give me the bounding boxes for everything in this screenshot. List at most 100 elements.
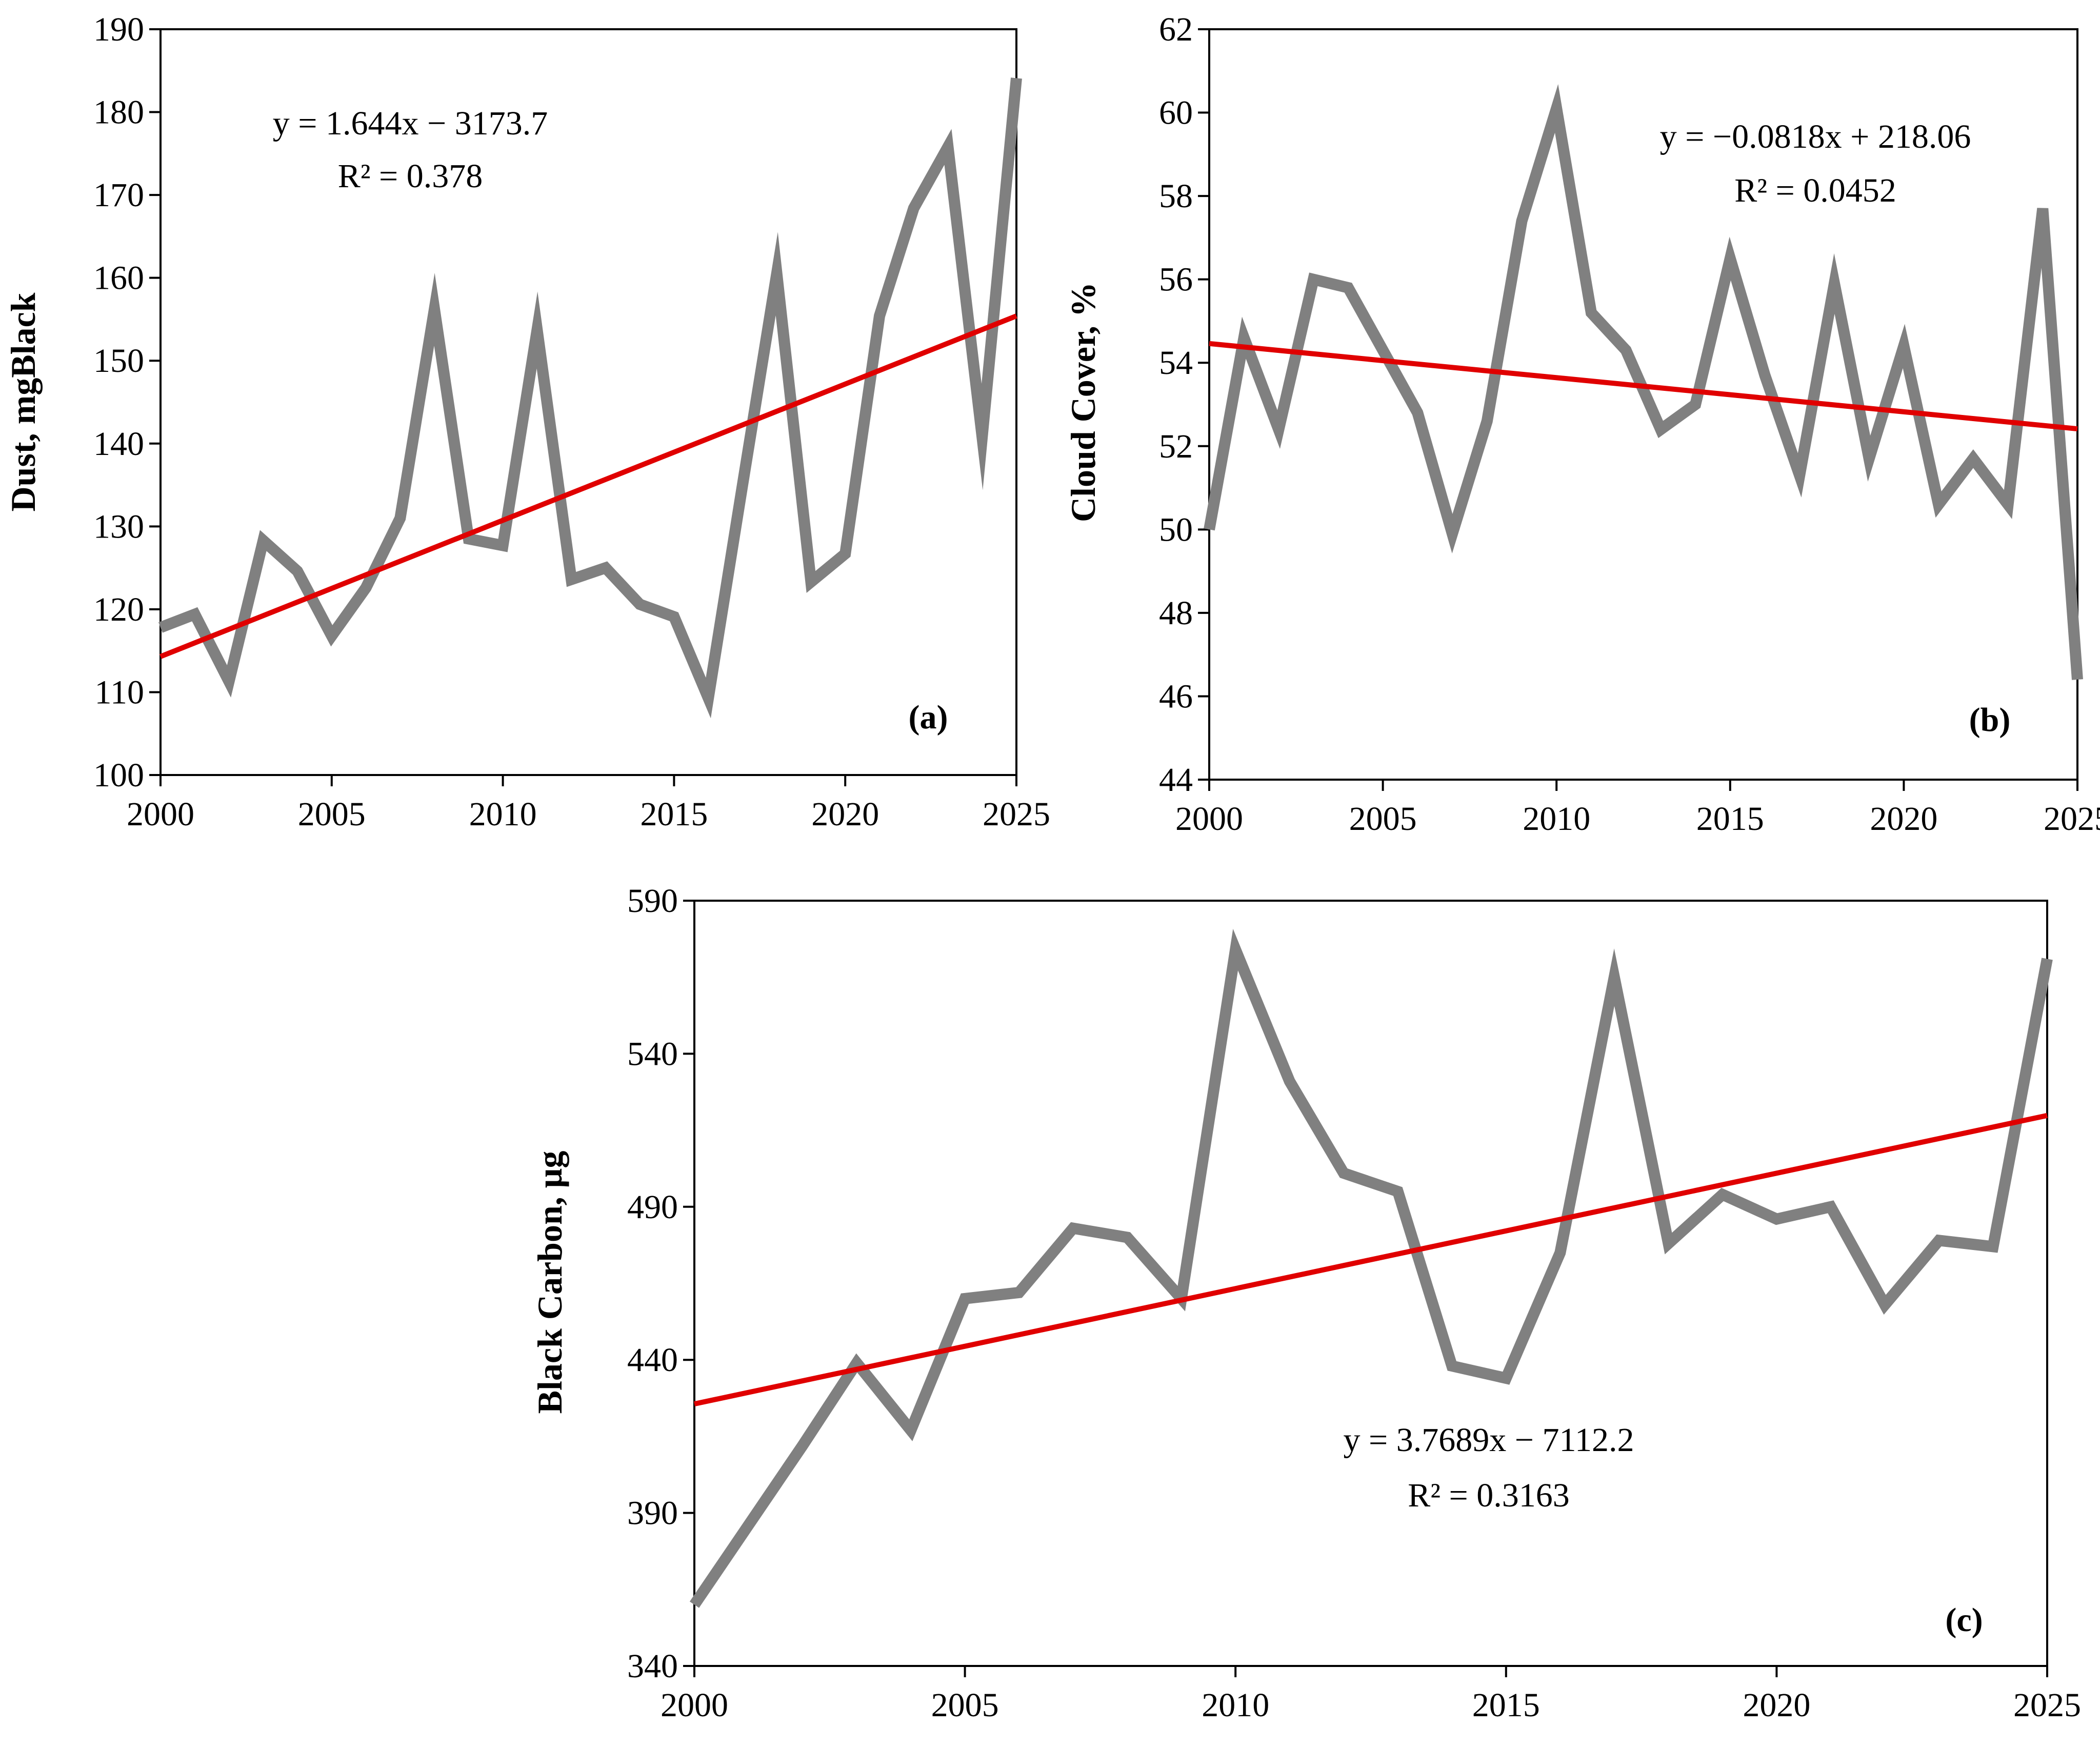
x-tick-label: 2025 — [983, 796, 1050, 833]
data-series-line — [1204, 84, 2083, 680]
y-tick-label: 56 — [1159, 261, 1193, 299]
y-axis-title: Dust, mgBlack — [4, 292, 43, 511]
data-point — [747, 1523, 750, 1526]
y-axis-title: Cloud Cover, % — [1064, 282, 1103, 522]
x-tick-label: 2010 — [1523, 800, 1590, 838]
data-point — [1342, 1172, 1345, 1175]
data-point — [1450, 1364, 1453, 1367]
chart-panel-0: 100 110 120 130 140 150 160 170 180 190 2000 2005 20… — [4, 11, 1050, 833]
x-tick-label: 2020 — [1743, 1686, 1810, 1724]
x-tick-label: 2010 — [469, 796, 537, 833]
chart-panel-1: 44 46 48 50 52 54 56 58 60 62 2000 2005 2010 2015 2020… — [1064, 11, 2100, 838]
data-point — [1382, 349, 1385, 352]
data-point — [604, 566, 607, 569]
data-point — [1937, 503, 1940, 506]
r-squared-label: R² = 0.0452 — [1734, 172, 1896, 209]
plot-frame — [693, 900, 2048, 1667]
data-point — [1072, 1227, 1075, 1230]
data-point — [1017, 1291, 1021, 1294]
data-point — [467, 538, 470, 541]
data-point — [741, 484, 744, 487]
data-point — [855, 1361, 858, 1364]
data-point — [570, 578, 573, 581]
trendline — [159, 313, 1017, 659]
data-series-line — [689, 928, 2053, 1608]
x-tick-label: 2005 — [1349, 800, 1417, 838]
data-point — [2046, 957, 2049, 960]
data-point — [707, 697, 710, 700]
y-tick-label: 540 — [627, 1035, 678, 1073]
data-point — [946, 145, 949, 148]
x-tick-label: 2015 — [640, 796, 708, 833]
data-point — [398, 517, 402, 520]
data-point — [1558, 1251, 1562, 1254]
data-point — [912, 207, 915, 210]
y-tick-label: 58 — [1159, 177, 1193, 215]
data-point — [809, 581, 812, 584]
data-point — [1208, 528, 1211, 531]
data-point — [1416, 411, 1419, 414]
y-tick-label: 590 — [627, 882, 678, 920]
data-point — [433, 308, 436, 311]
y-axis-title: Black Carbon, μg — [530, 1151, 569, 1414]
data-point — [193, 613, 196, 616]
data-point — [1486, 420, 1489, 423]
data-point — [638, 603, 642, 606]
y-tick-label: 180 — [93, 94, 144, 131]
r-squared-label: R² = 0.3163 — [1408, 1477, 1570, 1514]
data-point — [801, 1444, 804, 1447]
data-point — [330, 634, 333, 638]
data-series-line — [158, 77, 1022, 719]
data-point — [1659, 428, 1662, 431]
data-point — [1868, 457, 1871, 460]
data-point — [1667, 1242, 1670, 1245]
y-tick-label: 44 — [1159, 761, 1193, 799]
data-point — [1288, 1080, 1291, 1083]
data-point — [1798, 474, 1801, 477]
x-tick-label: 2005 — [931, 1686, 999, 1724]
x-tick-label: 2000 — [127, 796, 194, 833]
chart-panel-2: 340 390 440 490 540 590 2000 2005 2010 2015 2020 20… — [530, 882, 2081, 1724]
data-point — [878, 314, 881, 317]
data-point — [1764, 374, 1767, 377]
y-tick-label: 110 — [94, 673, 144, 711]
data-point — [1277, 428, 1280, 431]
data-point — [1396, 1190, 1399, 1193]
data-point — [981, 435, 984, 439]
y-tick-label: 340 — [627, 1647, 678, 1685]
x-tick-label: 2000 — [661, 1686, 728, 1724]
trendline-equation: y = 1.644x − 3173.7 — [273, 105, 548, 142]
x-tick-label: 2005 — [298, 796, 366, 833]
data-point — [672, 615, 675, 618]
x-tick-label: 2025 — [2044, 800, 2100, 838]
data-point — [1991, 1245, 1994, 1248]
y-tick-label: 170 — [93, 176, 144, 214]
data-point — [693, 1603, 696, 1606]
data-point — [2041, 207, 2044, 210]
y-tick-label: 100 — [93, 757, 144, 794]
x-tick-label: 2015 — [1472, 1686, 1540, 1724]
data-point — [1312, 278, 1315, 281]
y-tick-label: 190 — [93, 11, 144, 48]
data-point — [535, 328, 538, 331]
data-point — [1234, 948, 1237, 951]
data-point — [1555, 107, 1558, 110]
trendline — [693, 1113, 2048, 1407]
data-point — [964, 1297, 967, 1300]
data-point — [365, 586, 368, 589]
data-point — [909, 1428, 912, 1432]
trendline-equation: y = 3.7689x − 7112.2 — [1344, 1421, 1634, 1459]
data-point — [2076, 678, 2079, 681]
trendline — [1209, 341, 2078, 432]
x-tick-label: 2020 — [811, 796, 879, 833]
x-tick-label: 2025 — [2013, 1686, 2081, 1724]
data-point — [1451, 532, 1454, 535]
panel-label: (c) — [1945, 1601, 1983, 1639]
data-point — [1694, 403, 1697, 406]
r-squared-label: R² = 0.378 — [338, 157, 483, 195]
plot-frame — [159, 28, 1017, 776]
y-tick-label: 150 — [93, 342, 144, 380]
data-point — [1613, 976, 1616, 979]
y-tick-label: 160 — [93, 260, 144, 297]
y-tick-label: 140 — [93, 425, 144, 463]
